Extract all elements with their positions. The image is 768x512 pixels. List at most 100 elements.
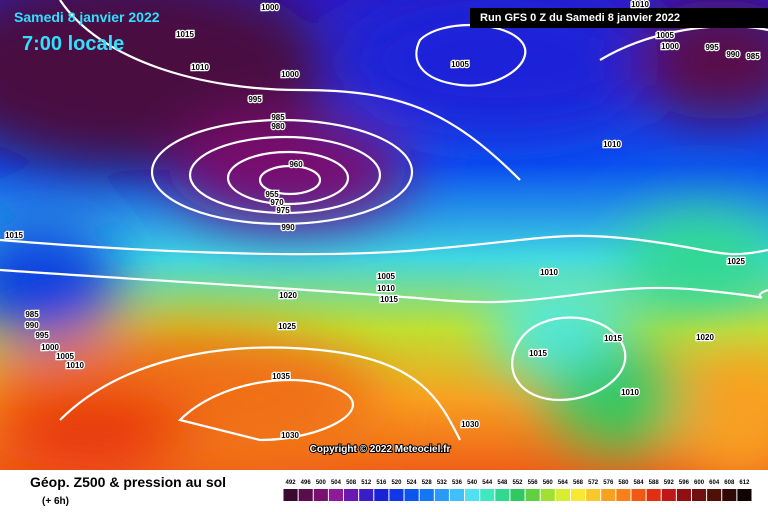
time-label: 7:00 locale [22,33,124,55]
colorbar-label: 568 [573,480,584,486]
colorbar-swatch [495,489,510,501]
colorbar-label: 544 [482,480,493,486]
colorbar-label: 612 [739,480,750,486]
isobar-label: 1010 [66,361,84,370]
colorbar-swatch [465,489,480,501]
isobar-label: 995 [705,43,719,52]
colorbar-swatch [586,489,601,501]
isobar-label: 1030 [461,420,479,429]
colorbar-label: 500 [316,480,327,486]
colorbar-swatch [631,489,646,501]
colorbar-swatch [540,489,555,501]
isobar-label: 1035 [272,372,290,381]
isobar-label: 1020 [696,333,714,342]
isobar-label: 1005 [451,60,469,69]
isobar-label: 1000 [281,70,299,79]
colorbar-label: 504 [331,480,342,486]
colorbar-label: 508 [346,480,357,486]
colorbar-swatch [298,489,313,501]
colorbar-label: 588 [649,480,660,486]
isobar-label: 1010 [191,63,209,72]
colorbar-label: 496 [301,480,312,486]
footer-title: Géop. Z500 & pression au sol [30,474,226,490]
colorbar-label: 576 [603,480,614,486]
colorbar-swatch [404,489,419,501]
isobar-label: 1010 [377,284,395,293]
colorbar-swatch [676,489,691,501]
footer-subtitle: (+ 6h) [42,496,69,507]
isobar-label: 985 [25,310,39,319]
isobar-label: 990 [726,50,740,59]
copyright: Copyright © 2022 Meteociel.fr [310,444,451,455]
colorbar-label: 532 [437,480,448,486]
colorbar-label: 596 [679,480,690,486]
colorbar-label: 584 [634,480,645,486]
colorbar-swatch [313,489,328,501]
isobar-label: 1000 [661,42,679,51]
colorbar-label: 580 [618,480,629,486]
isobar-label: 1005 [656,31,674,40]
isobar-label: 1020 [279,291,297,300]
colorbar-swatch [661,489,676,501]
run-label: Run GFS 0 Z du Samedi 8 janvier 2022 [480,12,680,24]
colorbar-label: 572 [588,480,599,486]
colorbar-label: 516 [376,480,387,486]
isobar-label: 995 [248,95,262,104]
colorbar-swatch [283,489,298,501]
isobar-label: 1015 [380,295,398,304]
isobar-label: 980 [271,122,285,131]
colorbar-swatch [707,489,722,501]
isobar-label: 1025 [278,322,296,331]
colorbar-label: 600 [694,480,705,486]
colorbar-swatch [555,489,570,501]
isobar-label: 970 [270,198,284,207]
colorbar-label: 524 [407,480,418,486]
colorbar-label: 528 [422,480,433,486]
colorbar-label: 520 [391,480,402,486]
isobar-label: 1015 [529,349,547,358]
colorbar-swatch [722,489,737,501]
colorbar-swatch [570,489,586,501]
isobar-label: 990 [281,223,295,232]
isobar-label: 995 [35,331,49,340]
colorbar-label: 552 [512,480,523,486]
isobars [0,0,768,440]
isobar-label: 955 [265,190,279,199]
isobar-label: 990 [25,321,39,330]
isobar-label: 1015 [176,30,194,39]
isobar-label: 1015 [5,231,23,240]
colorbar-swatch [374,489,389,501]
colorbar-swatch [510,489,525,501]
map-field [0,0,768,470]
colorbar-swatch [434,489,449,501]
colorbar-swatch [646,489,661,501]
isobar-label: 975 [276,206,290,215]
isobar-label: 960 [289,160,303,169]
colorbar-swatch [480,489,495,501]
colorbar-label: 604 [709,480,720,486]
colorbar-swatch [389,489,404,501]
colorbar-label: 548 [497,480,508,486]
isobar-label: 1015 [604,334,622,343]
colorbar-swatch [449,489,465,501]
colorbar-swatch [419,489,434,501]
colorbar-swatch [328,489,344,501]
colorbar-swatch [691,489,707,501]
colorbar-label: 492 [286,480,297,486]
colorbar-label: 560 [543,480,554,486]
isobar-label: 1005 [377,272,395,281]
colorbar-swatch [601,489,616,501]
isobar-label: 1005 [56,352,74,361]
colorbar-swatch [616,489,631,501]
isobar-label: 1010 [631,0,649,9]
run-box [470,8,768,28]
isobar-label: 985 [746,52,760,61]
colorbar-label: 540 [467,480,478,486]
isobar-label: 1025 [727,257,745,266]
isobar-label: 1000 [41,343,59,352]
colorbar-label: 592 [664,480,675,486]
colorbar: 492 496 500 504 508 512 516 520 524 528 532 536 540 5… [283,480,752,501]
colorbar-label: 564 [558,480,569,486]
